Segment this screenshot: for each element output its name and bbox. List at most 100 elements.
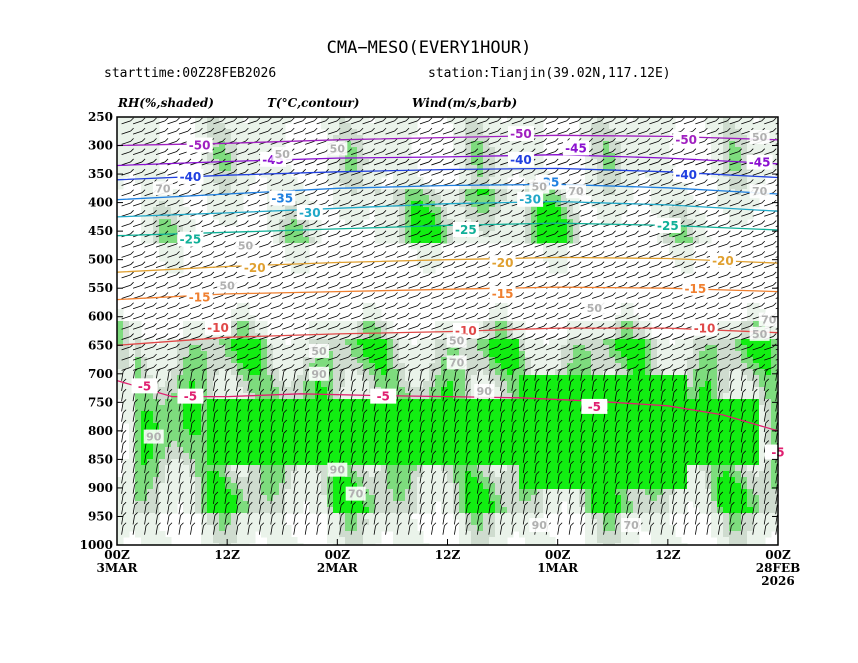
rh-cell	[453, 507, 460, 514]
rh-cell	[339, 423, 346, 430]
rh-cell	[363, 153, 370, 160]
rh-cell	[597, 171, 604, 178]
rh-cell	[327, 129, 334, 136]
rh-cell	[393, 519, 400, 526]
rh-cell	[141, 357, 148, 364]
rh-cell	[213, 369, 220, 376]
rh-cell	[369, 381, 376, 388]
rh-cell	[705, 489, 712, 496]
rh-cell	[519, 399, 526, 406]
rh-cell	[645, 399, 652, 406]
rh-cell	[633, 339, 640, 346]
rh-cell	[633, 147, 640, 154]
rh-cell	[663, 405, 670, 412]
rh-cell	[567, 387, 574, 394]
rh-cell	[117, 387, 124, 394]
rh-cell	[183, 321, 190, 328]
rh-cell	[633, 153, 640, 160]
rh-cell	[531, 507, 538, 514]
rh-cell	[483, 519, 490, 526]
rh-cell	[369, 123, 376, 130]
rh-cell	[207, 363, 214, 370]
rh-cell	[561, 483, 568, 490]
rh-cell	[405, 525, 412, 532]
rh-cell	[459, 477, 466, 484]
rh-cell	[285, 423, 292, 430]
rh-cell	[597, 507, 604, 514]
rh-cell	[129, 159, 136, 166]
rh-cell	[315, 339, 322, 346]
rh-cell	[513, 435, 520, 442]
rh-cell	[153, 501, 160, 508]
rh-cell	[249, 123, 256, 130]
rh-cell	[369, 519, 376, 526]
rh-cell	[459, 213, 466, 220]
rh-cell	[471, 513, 478, 520]
rh-cell	[345, 339, 352, 346]
rh-cell	[585, 453, 592, 460]
rh-cell	[363, 213, 370, 220]
rh-cell	[339, 189, 346, 196]
rh-cell	[495, 399, 502, 406]
rh-cell	[363, 363, 370, 370]
rh-cell	[135, 339, 142, 346]
rh-cell	[159, 537, 166, 544]
rh-cell	[399, 387, 406, 394]
rh-cell	[519, 531, 526, 538]
rh-cell	[483, 429, 490, 436]
rh-cell	[543, 225, 550, 232]
rh-cell	[681, 345, 688, 352]
rh-cell	[231, 435, 238, 442]
rh-cell	[333, 195, 340, 202]
rh-cell	[393, 225, 400, 232]
rh-cell	[549, 459, 556, 466]
rh-cell	[393, 537, 400, 544]
rh-cell	[633, 531, 640, 538]
rh-cell	[165, 369, 172, 376]
rh-cell	[669, 525, 676, 532]
rh-cell	[711, 129, 718, 136]
rh-cell	[273, 213, 280, 220]
rh-cell	[531, 435, 538, 442]
rh-cell	[465, 165, 472, 172]
rh-cell	[495, 375, 502, 382]
rh-cell	[237, 369, 244, 376]
rh-cell	[501, 471, 508, 478]
rh-cell	[417, 255, 424, 262]
rh-cell	[471, 447, 478, 454]
rh-cell	[201, 423, 208, 430]
rh-cell	[453, 381, 460, 388]
rh-cell	[477, 237, 484, 244]
rh-cell	[273, 525, 280, 532]
rh-cell	[129, 165, 136, 172]
rh-cell	[153, 399, 160, 406]
rh-cell	[489, 471, 496, 478]
rh-cell	[147, 531, 154, 538]
rh-cell	[447, 387, 454, 394]
rh-cell	[171, 507, 178, 514]
rh-cell	[477, 345, 484, 352]
rh-cell	[489, 123, 496, 130]
rh-cell	[693, 399, 700, 406]
rh-cell	[123, 411, 130, 418]
rh-cell	[375, 171, 382, 178]
rh-cell	[183, 213, 190, 220]
rh-cell	[405, 435, 412, 442]
rh-cell	[201, 339, 208, 346]
rh-cell	[459, 513, 466, 520]
rh-cell	[399, 207, 406, 214]
rh-cell	[507, 471, 514, 478]
rh-cell	[567, 345, 574, 352]
rh-cell	[381, 453, 388, 460]
rh-cell	[387, 471, 394, 478]
rh-cell	[489, 237, 496, 244]
rh-cell	[225, 207, 232, 214]
rh-cell	[429, 489, 436, 496]
rh-cell	[543, 405, 550, 412]
rh-cell	[513, 339, 520, 346]
rh-cell	[357, 543, 364, 545]
rh-cell	[645, 459, 652, 466]
rh-cell	[453, 345, 460, 352]
rh-cell	[573, 495, 580, 502]
rh-cell	[225, 477, 232, 484]
